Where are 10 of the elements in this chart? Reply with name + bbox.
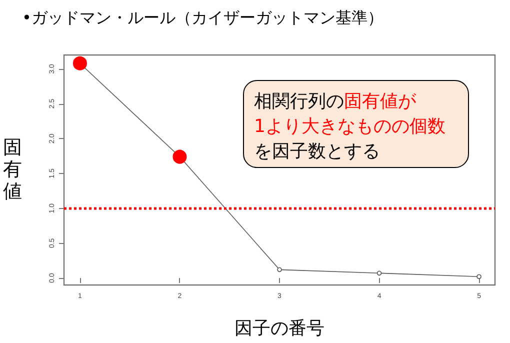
annotation: 1より大きなものの個数 [254, 116, 446, 137]
annotation: 相関行列の [254, 91, 344, 112]
chart-title: •ガッドマン・ルール（カイザーガットマン基準） [22, 8, 384, 29]
y-axis-title: 固有値 [3, 138, 22, 202]
annotation: 固有値が [344, 91, 416, 112]
point [277, 267, 282, 272]
point [376, 270, 382, 276]
annotation: を因子数とする [254, 141, 380, 162]
x-axis-title: 因子の番号 [234, 318, 324, 338]
point [476, 274, 482, 280]
